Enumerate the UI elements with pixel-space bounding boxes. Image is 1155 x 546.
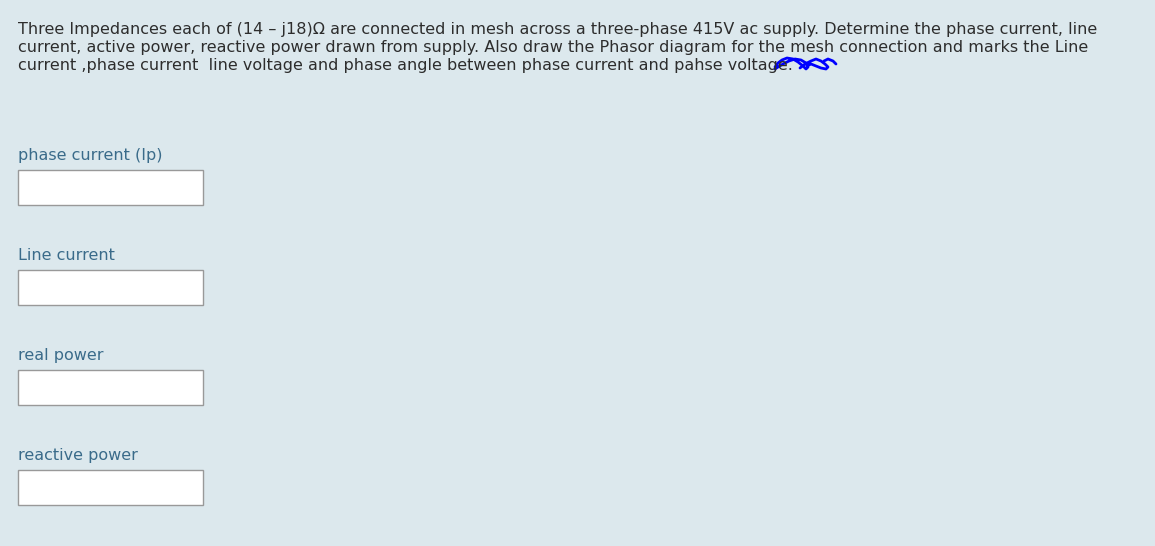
Bar (18, 170, 203, 205)
Text: current, active power, reactive power drawn from supply. Also draw the Phasor di: current, active power, reactive power dr… (18, 40, 1088, 55)
Text: reactive power: reactive power (18, 448, 137, 463)
Bar (18, 270, 203, 305)
Text: real power: real power (18, 348, 104, 363)
Bar (18, 470, 203, 505)
Text: Three Impedances each of (14 – j18)Ω are connected in mesh across a three-phase : Three Impedances each of (14 – j18)Ω are… (18, 22, 1097, 37)
Bar (18, 370, 203, 405)
Text: Line current: Line current (18, 248, 114, 263)
Text: phase current (Ip): phase current (Ip) (18, 148, 163, 163)
Text: current ,phase current  line voltage and phase angle between phase current and p: current ,phase current line voltage and … (18, 58, 792, 73)
